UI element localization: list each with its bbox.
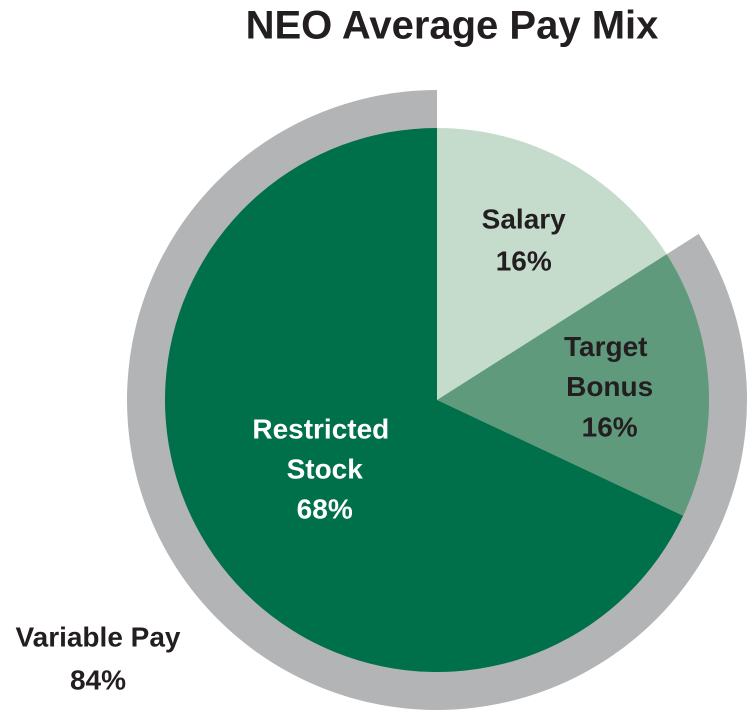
group-value-label: 84% (70, 664, 126, 695)
slice-label-line: Bonus (566, 372, 653, 403)
slice-value-label: 16% (496, 246, 552, 277)
slice-label-line: Target (564, 332, 655, 363)
slice-label: Restricted Stock (252, 414, 397, 485)
pie-slice (437, 254, 709, 516)
slice-label-line: Stock (287, 454, 364, 485)
slice-label-line: Restricted (252, 414, 397, 445)
slice-label: Salary (482, 204, 566, 235)
chart-title: NEO Average Pay Mix (246, 4, 659, 48)
slice-value-label: 16% (582, 412, 638, 443)
group-label: Variable Pay (15, 621, 180, 652)
slice-value-label: 68% (297, 494, 353, 525)
slice-label: Target Bonus (564, 332, 655, 403)
pie-slice (437, 128, 667, 400)
slice-label-line: Salary (482, 204, 566, 235)
pie-slice (165, 128, 684, 672)
